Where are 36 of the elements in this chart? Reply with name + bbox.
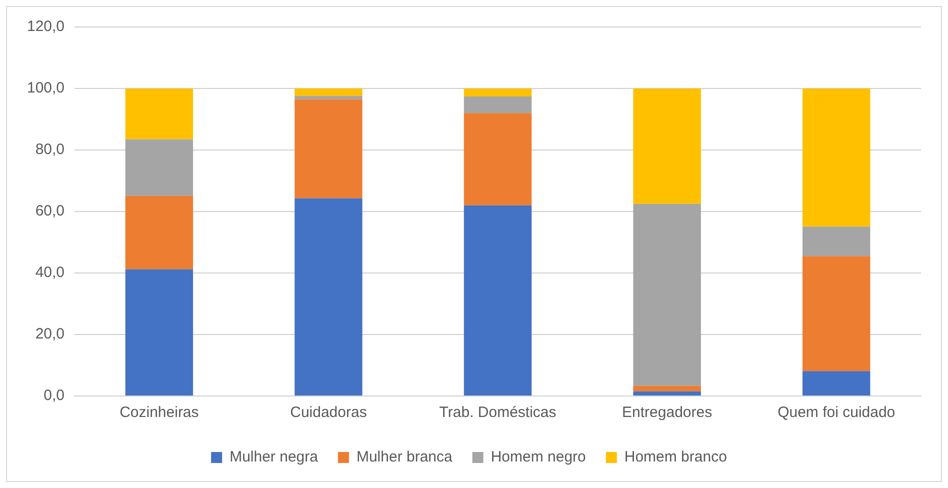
x-tick-label: Entregadores xyxy=(622,404,712,422)
y-tick-label: 60,0 xyxy=(35,202,65,220)
bar xyxy=(125,139,194,196)
bar xyxy=(125,269,194,396)
bar xyxy=(125,88,194,140)
bar xyxy=(633,204,701,386)
bar xyxy=(294,96,362,100)
bar xyxy=(802,88,870,227)
legend-label: Homem negro xyxy=(490,448,586,466)
bar xyxy=(802,226,870,256)
y-tick-label: 80,0 xyxy=(35,141,65,158)
y-tick-label: 120,0 xyxy=(26,18,65,36)
y-tick-label: 20,0 xyxy=(35,326,65,343)
bar xyxy=(464,205,532,396)
bar xyxy=(464,88,532,96)
y-tick-label: 100,0 xyxy=(26,80,65,97)
legend-label: Mulher negra xyxy=(230,448,319,466)
bar xyxy=(633,386,701,392)
bar xyxy=(464,96,532,114)
bar xyxy=(802,371,870,396)
x-tick-label: Quem foi cuidado xyxy=(778,404,896,422)
x-tick-label: Cozinheiras xyxy=(120,404,199,422)
legend-label: Homem branco xyxy=(624,448,727,466)
bar xyxy=(125,196,194,270)
bar xyxy=(633,88,701,204)
x-tick-label: Cuidadoras xyxy=(290,404,367,422)
bar xyxy=(633,391,701,396)
bar xyxy=(802,256,870,372)
y-tick-label: 40,0 xyxy=(35,264,65,282)
legend-label: Mulher branca xyxy=(356,448,453,466)
bar xyxy=(294,88,362,96)
bar xyxy=(464,113,532,206)
bar xyxy=(294,198,362,396)
x-tick-label: Trab. Domésticas xyxy=(439,404,556,422)
bar xyxy=(294,99,362,198)
y-tick-label: 0,0 xyxy=(44,387,65,404)
